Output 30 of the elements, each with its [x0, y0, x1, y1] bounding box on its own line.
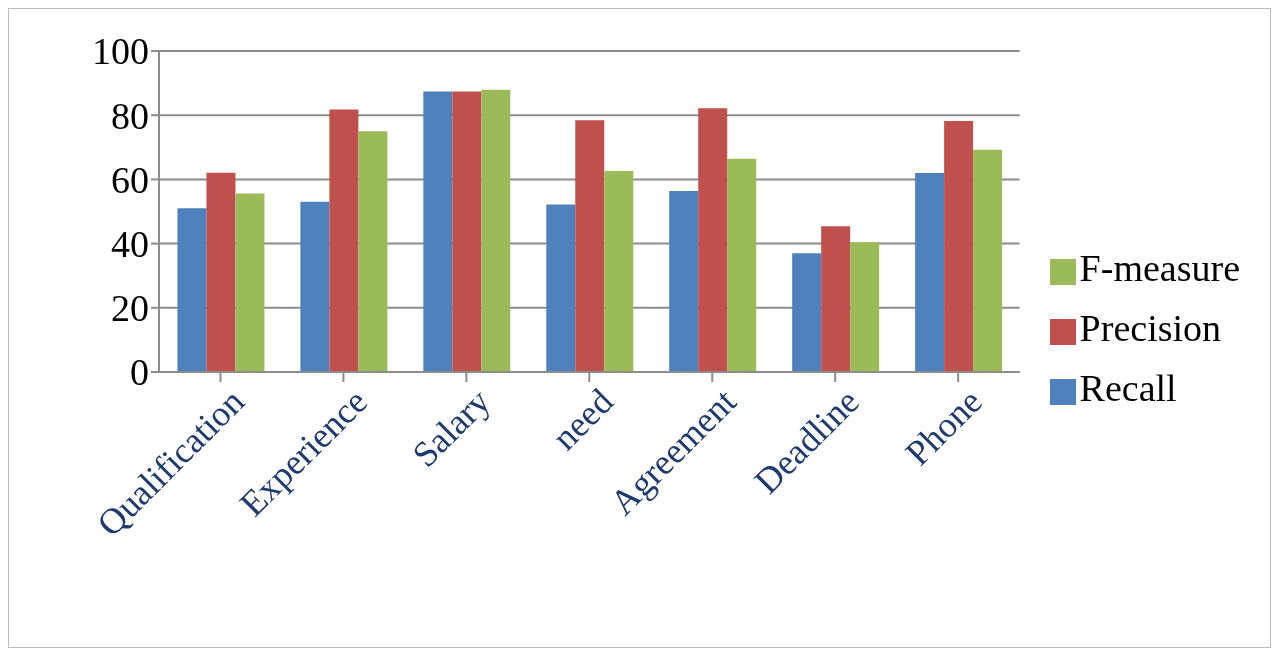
legend-label: Precision	[1079, 307, 1222, 349]
legend-label: F-measure	[1079, 247, 1240, 289]
legend-label: Recall	[1079, 367, 1177, 409]
bar	[452, 91, 482, 372]
bar	[358, 131, 388, 372]
y-tick-label: 40	[111, 223, 149, 266]
bar	[423, 91, 453, 372]
bar	[973, 149, 1003, 372]
bar	[329, 109, 359, 372]
bar	[235, 193, 265, 372]
bar	[575, 120, 605, 372]
y-tick-label: 100	[92, 30, 149, 73]
bar	[546, 204, 576, 372]
y-tick-label: 0	[130, 351, 149, 394]
bar	[915, 172, 945, 372]
bar	[481, 89, 511, 372]
bar	[206, 172, 236, 372]
y-tick-label: 80	[111, 94, 149, 137]
bar	[792, 253, 822, 372]
bar	[669, 190, 699, 372]
y-tick-label: 60	[111, 158, 149, 201]
y-tick-label: 20	[111, 287, 149, 330]
bar	[944, 120, 974, 372]
bar	[850, 242, 880, 372]
bar	[727, 158, 757, 372]
bar	[821, 226, 851, 372]
bar	[604, 171, 634, 372]
bar	[300, 201, 330, 372]
bar	[177, 208, 207, 372]
bar	[698, 108, 728, 372]
